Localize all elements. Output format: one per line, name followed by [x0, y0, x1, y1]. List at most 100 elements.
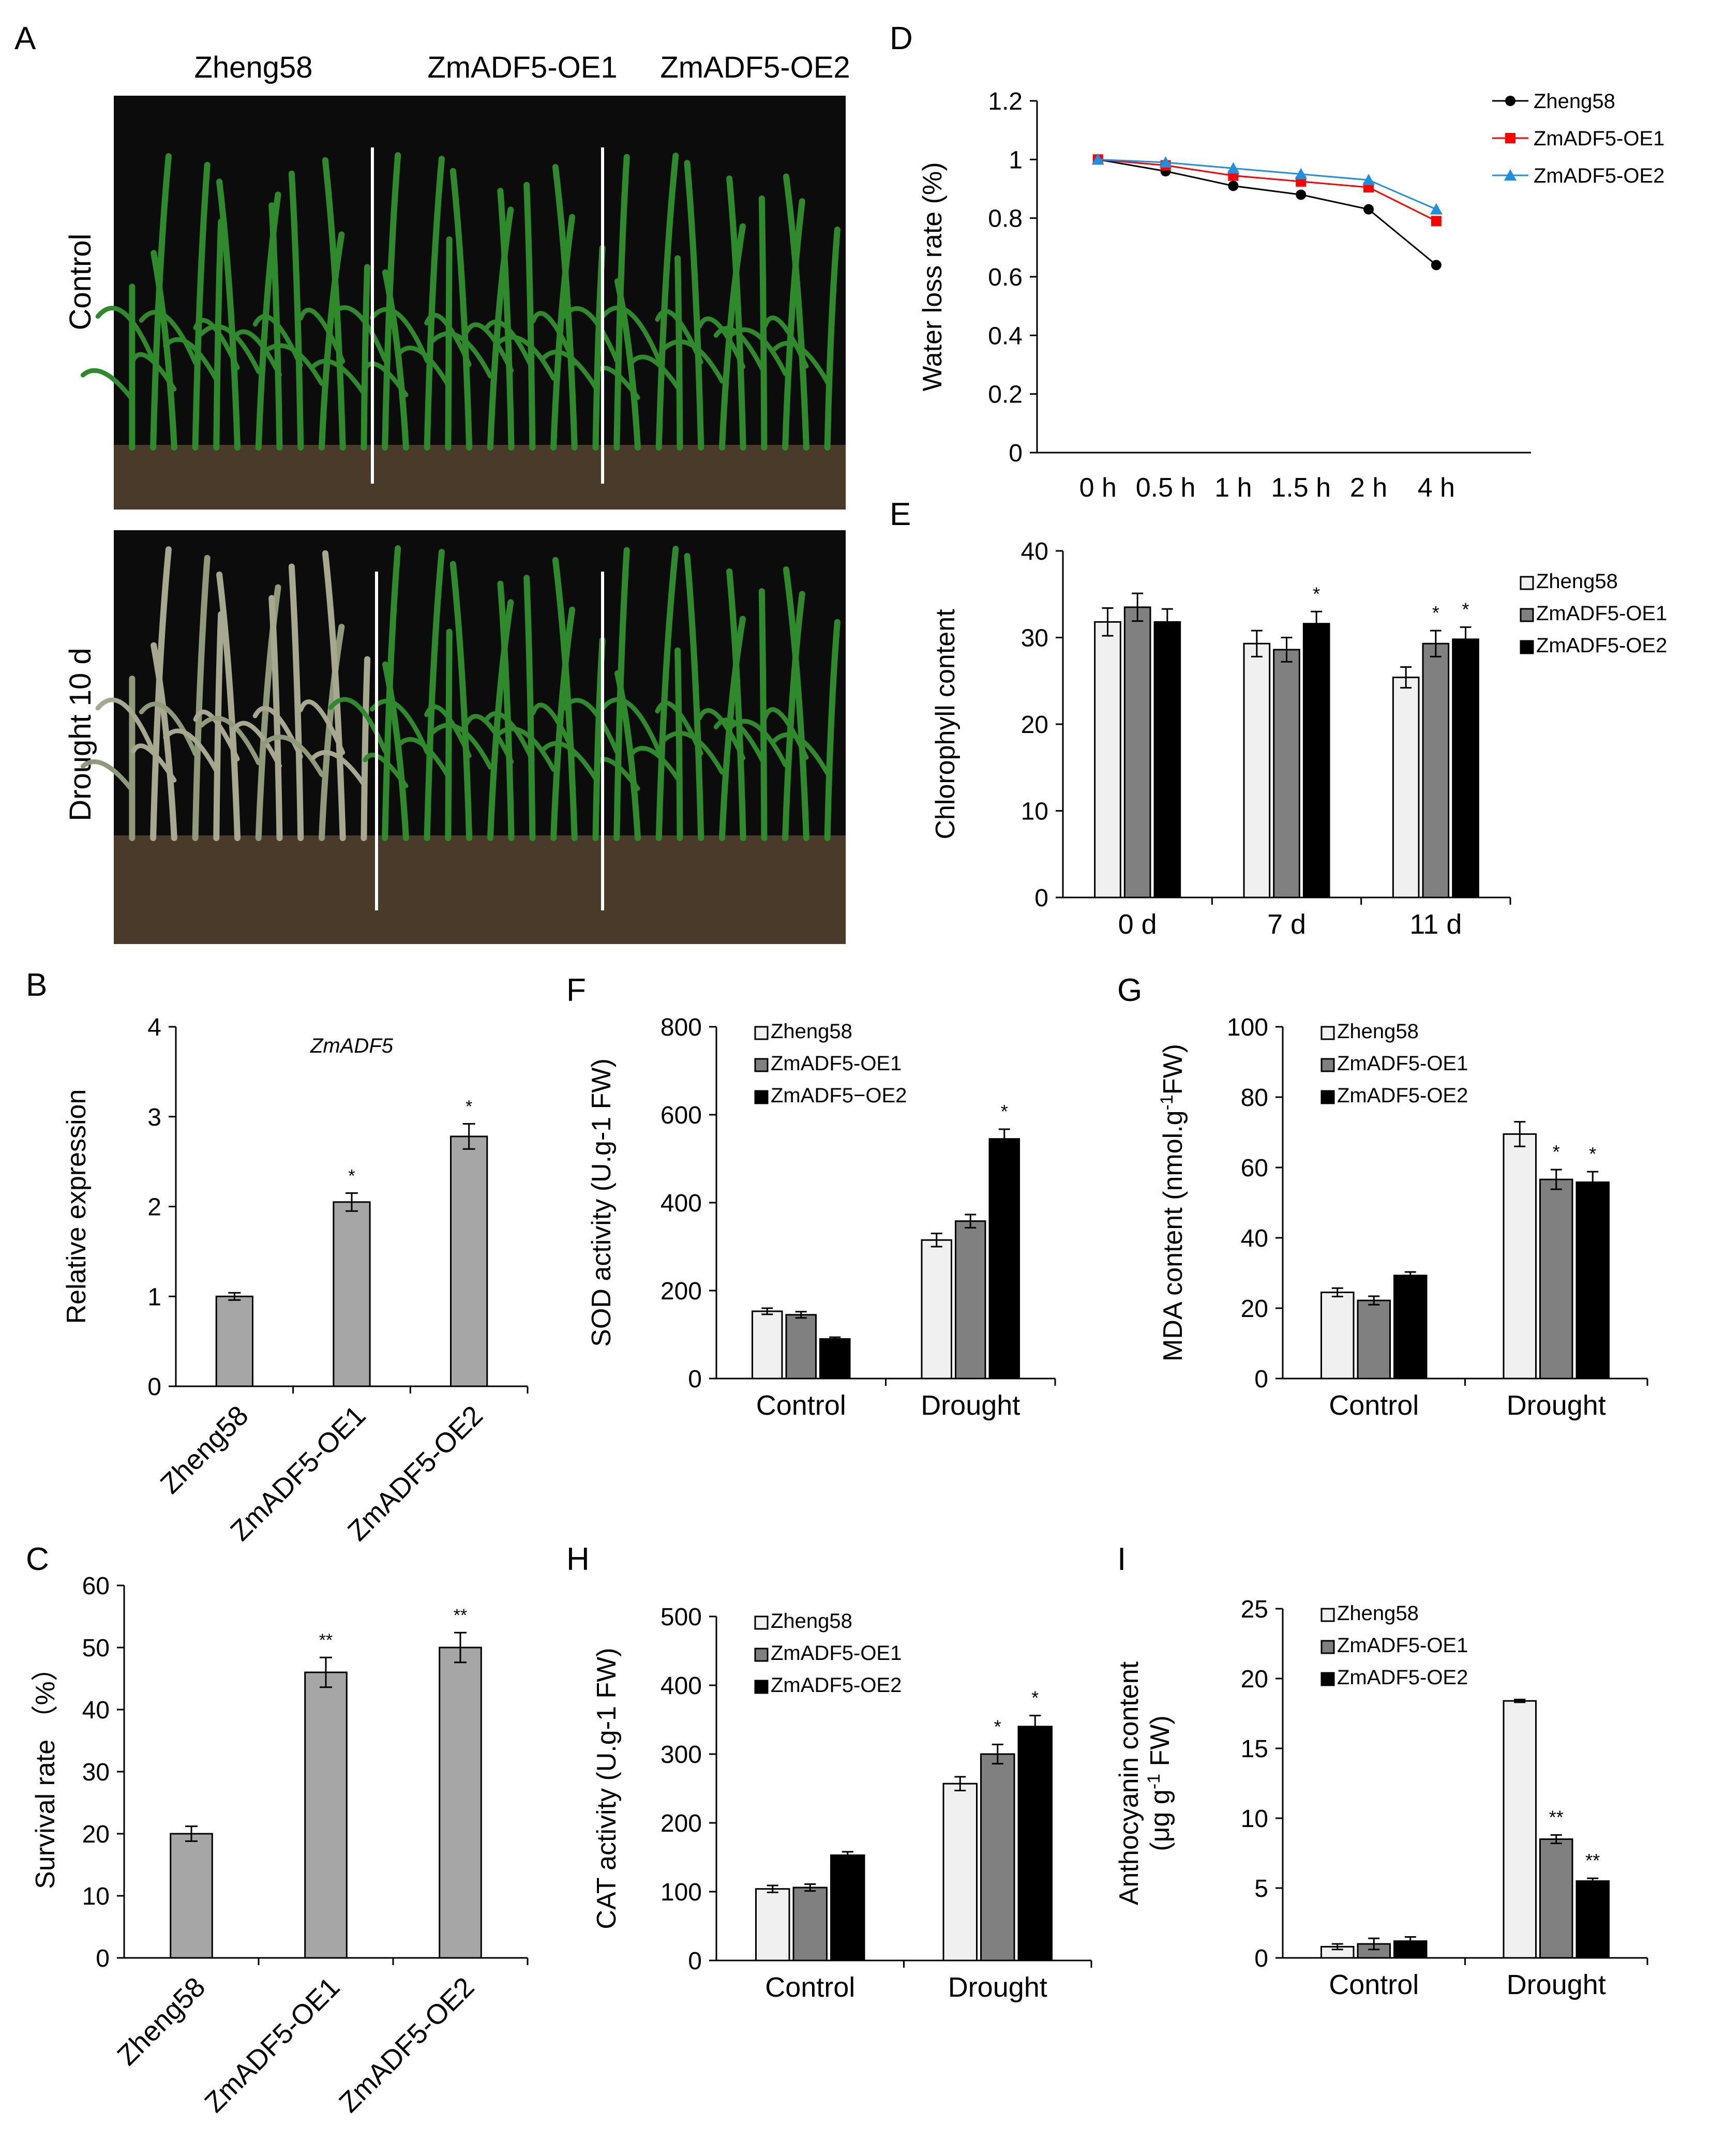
data-point [1159, 156, 1172, 168]
legend-label: ZmADF5-OE1 [1536, 602, 1667, 625]
row-label-drought: Drought 10 d [64, 648, 97, 821]
seedling-leaf [494, 726, 556, 772]
bar [1094, 621, 1121, 899]
legend-swatch [1520, 640, 1534, 654]
seedling-leaf [80, 759, 134, 793]
seedling-leaf [268, 595, 283, 841]
seedling-leaf [216, 178, 241, 451]
y-tick-label: 30 [1021, 625, 1048, 652]
significance-mark: * [1462, 598, 1469, 620]
panel-g-cat-chart: 0 100 200 300 400 500 CAT activity (U.g-1 FW) C… [592, 1604, 1092, 2003]
legend-label: Zheng58 [1337, 1020, 1419, 1043]
seedling-leaf [199, 715, 261, 766]
seedling-leaf [726, 175, 746, 451]
y-tick-label: 60 [82, 1573, 110, 1600]
seedling-leaf [396, 346, 451, 387]
bar [1392, 677, 1420, 899]
seedling-leaf [322, 550, 346, 841]
seedling-leaf [139, 701, 198, 757]
bar [1575, 1181, 1610, 1380]
seedling-leaf [684, 160, 704, 451]
legend-swatch [1320, 1026, 1335, 1040]
bar [1575, 1880, 1610, 1959]
legend-label: Zheng58 [1536, 570, 1618, 593]
seedling-leaf [614, 670, 641, 841]
seedling-leaf [483, 711, 535, 762]
legend-label: ZmADF5-OE1 [771, 1052, 902, 1075]
seedling-leaf [684, 553, 704, 841]
y-label-part: FW) [1145, 1715, 1175, 1774]
data-point [1505, 133, 1515, 143]
seedling-leaf [494, 335, 556, 381]
legend-swatch [1320, 1058, 1335, 1072]
y-axis-label: Survival rate （%） [31, 1654, 61, 1889]
bar [1017, 1726, 1053, 1962]
seedling-leaf [192, 161, 211, 451]
y-tick-label: 200 [661, 1278, 702, 1305]
seedling-leaf [445, 628, 453, 841]
seedling-leaf [213, 218, 224, 451]
seedling-leaf [363, 361, 409, 397]
y-tick-label: 0 [1009, 440, 1023, 467]
x-category-label: 7 d [1267, 909, 1306, 940]
bar [1539, 1838, 1573, 1959]
legend-swatch [754, 1615, 769, 1630]
bar [1243, 642, 1271, 899]
legend-swatch [754, 1648, 769, 1662]
bar [333, 1201, 371, 1387]
seedling-leaf [758, 588, 768, 841]
seedling-leaf [430, 331, 493, 379]
significance-mark: * [1031, 1687, 1039, 1709]
x-tick-label: 1.5 h [1271, 473, 1331, 503]
y-axis-label: SOD activity (U.g-1 FW) [587, 1058, 617, 1347]
seedling-leaf [231, 721, 282, 769]
y-label-part: FW) [1158, 1044, 1188, 1095]
bar [785, 1314, 817, 1380]
panel-letter-i: I [1117, 1541, 1126, 1577]
seedling-leaf [762, 707, 809, 760]
legend-swatch [754, 1058, 769, 1072]
seedling-leaf [95, 306, 156, 363]
seedling-leaf [449, 561, 473, 841]
seedling-leaf [697, 316, 746, 369]
x-category-label: ZmADF5-OE2 [333, 1971, 480, 2118]
drought-seedlings [80, 545, 841, 841]
y-axis-label: (μg g-1 FW) [1144, 1715, 1175, 1851]
chart-title: ZmADF5 [310, 1035, 394, 1057]
seedling-leaf [783, 566, 809, 841]
x-tick-label: 0 h [1079, 473, 1117, 503]
significance-mark: ** [454, 1606, 467, 1625]
seedling-leaf [531, 311, 577, 366]
seedling-leaf [262, 343, 324, 386]
bar [1123, 606, 1151, 899]
y-label-superscript: -1 [1157, 1095, 1177, 1110]
data-point [1504, 169, 1517, 181]
seedling-leaf [361, 264, 371, 451]
bar [752, 1310, 783, 1380]
control-seedlings [80, 152, 841, 451]
panel-letter-b: B [26, 967, 47, 1003]
legend-label: Zheng58 [1534, 90, 1615, 113]
y-label-part: (μg g [1145, 1789, 1175, 1851]
legend-label: Zheng58 [771, 1610, 852, 1633]
panel-a-photos: Zheng58 ZmADF5-OE1 ZmADF5-OE2 Control Dr… [64, 51, 850, 944]
seedling-leaf [727, 718, 788, 767]
seedling-leaf [131, 743, 177, 783]
y-tick-label: 20 [1241, 1666, 1268, 1693]
data-point [1431, 260, 1442, 271]
legend-label: ZmADF5-OE1 [1534, 127, 1664, 150]
seedling-leaf [424, 312, 472, 367]
seedling-leaf [311, 750, 366, 787]
y-label-part: MDA content (nmol.g [1158, 1110, 1188, 1361]
y-tick-label: 0.8 [988, 205, 1023, 233]
seedling-leaf [311, 358, 366, 396]
y-tick-label: 3 [147, 1104, 161, 1131]
panel-i-anthocyanin-chart: 0 5 10 15 20 25 Anthocyanin content (μg g-1 FW)… [1114, 1596, 1648, 2000]
seedling-leaf [445, 236, 453, 451]
panel-e-chlorophyll-chart: 0 10 20 30 40 Chlorophyll content 0 d * 7 d * * 11 … [930, 538, 1667, 940]
seedling-leaf [382, 661, 409, 841]
y-tick-label: 25 [1241, 1596, 1268, 1623]
legend-swatch [1320, 1672, 1335, 1686]
bar [1539, 1178, 1573, 1380]
genotype-label-zheng58: Zheng58 [194, 51, 313, 84]
